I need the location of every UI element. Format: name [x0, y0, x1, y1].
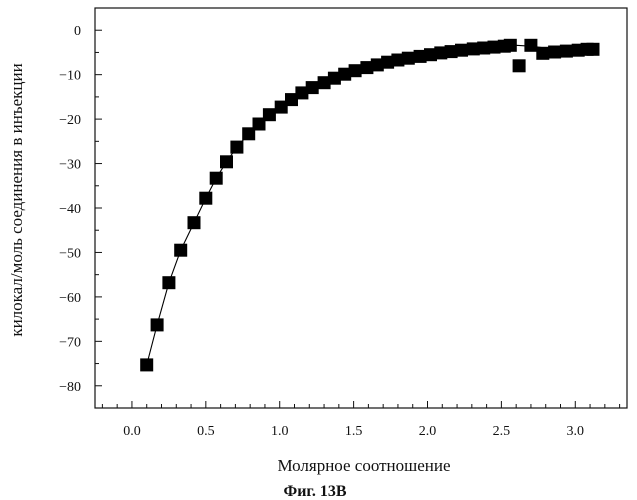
x-axis-ticks: 0.0 0.5 1.0 1.5 2.0 2.5 3.0	[102, 401, 619, 439]
x-tick-label: 2.5	[493, 424, 511, 439]
data-point	[306, 81, 319, 94]
data-point	[455, 44, 468, 57]
data-point	[524, 39, 537, 52]
data-point	[151, 318, 164, 331]
data-point	[210, 172, 223, 185]
data-point	[162, 276, 175, 289]
data-point	[504, 39, 517, 52]
data-point	[199, 192, 212, 205]
data-points-group	[140, 39, 599, 372]
x-tick-label: 1.5	[345, 424, 363, 439]
x-tick-label: 3.0	[567, 424, 585, 439]
y-tick-label: −80	[59, 380, 81, 395]
y-tick-label: −30	[59, 158, 81, 173]
data-point	[349, 64, 362, 77]
data-point	[560, 45, 573, 58]
data-point	[513, 59, 526, 72]
fit-curve	[147, 45, 593, 365]
data-point	[140, 358, 153, 371]
y-tick-label: −10	[59, 69, 81, 84]
y-tick-label: −70	[59, 335, 81, 350]
fit-line-group	[147, 45, 593, 365]
data-point	[263, 108, 276, 121]
data-point	[174, 244, 187, 257]
data-point	[548, 46, 561, 59]
x-tick-label: 0.5	[197, 424, 215, 439]
x-tick-label: 2.0	[419, 424, 437, 439]
data-point	[402, 52, 415, 65]
data-point	[220, 155, 233, 168]
x-tick-label: 0.0	[123, 424, 141, 439]
x-axis-title: Молярное соотношение	[277, 456, 450, 475]
figure-caption: Фиг. 13В	[283, 483, 346, 500]
y-tick-label: −50	[59, 246, 81, 261]
y-tick-label: −60	[59, 291, 81, 306]
data-point	[188, 216, 201, 229]
data-point	[230, 141, 243, 154]
y-axis-title: килокал/моль соединения в инъекции	[7, 63, 26, 336]
y-tick-label: −20	[59, 113, 81, 128]
data-point	[587, 43, 600, 56]
y-tick-label: −40	[59, 202, 81, 217]
data-point	[536, 47, 549, 60]
y-tick-label: 0	[74, 24, 81, 39]
x-tick-label: 1.0	[271, 424, 289, 439]
